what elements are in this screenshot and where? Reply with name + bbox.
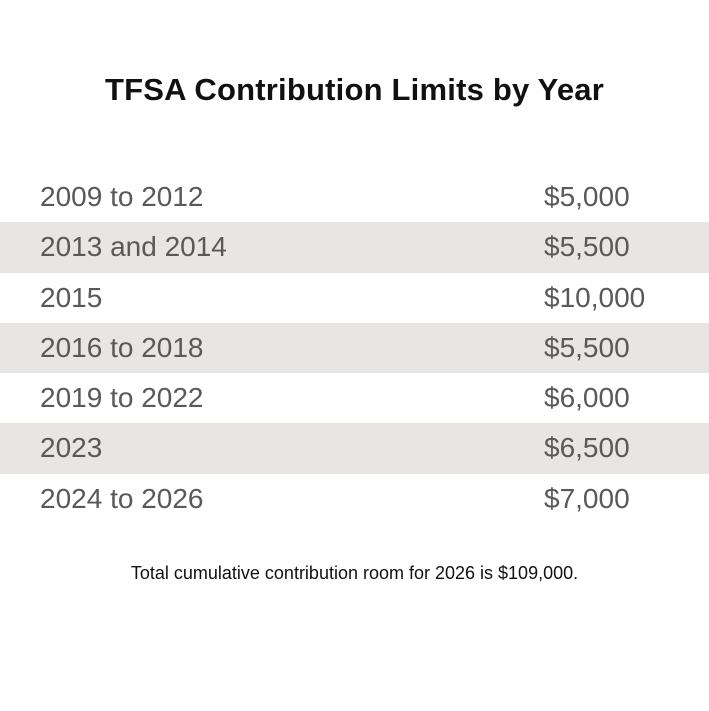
row-limit: $5,500	[544, 331, 630, 363]
page-title: TFSA Contribution Limits by Year	[105, 72, 604, 107]
row-limit: $6,000	[544, 382, 630, 414]
row-limit: $5,500	[544, 231, 630, 263]
table-row: 2024 to 2026 $7,000	[0, 474, 709, 524]
row-limit: $10,000	[544, 281, 646, 313]
row-years: 2023	[40, 432, 103, 464]
table-row: 2023 $6,500	[0, 423, 709, 474]
table-row: 2015 $10,000	[0, 273, 709, 323]
row-limit: $7,000	[544, 482, 630, 514]
row-years: 2009 to 2012	[40, 181, 204, 212]
row-limit: $5,000	[544, 181, 630, 212]
row-years: 2019 to 2022	[40, 382, 204, 414]
row-years: 2024 to 2026	[40, 482, 204, 514]
row-years: 2013 and 2014	[40, 231, 227, 263]
footnote: Total cumulative contribution room for 2…	[130, 563, 579, 583]
row-years: 2015	[40, 281, 103, 313]
table-row: 2009 to 2012 $5,000	[0, 172, 709, 222]
contribution-table: 2009 to 2012 $5,000 2013 and 2014 $5,500…	[0, 172, 709, 524]
row-years: 2016 to 2018	[40, 331, 204, 363]
table-row: 2013 and 2014 $5,500	[0, 222, 709, 273]
table-row: 2019 to 2022 $6,000	[0, 373, 709, 423]
row-limit: $6,500	[544, 432, 630, 464]
table-row: 2016 to 2018 $5,500	[0, 322, 709, 374]
